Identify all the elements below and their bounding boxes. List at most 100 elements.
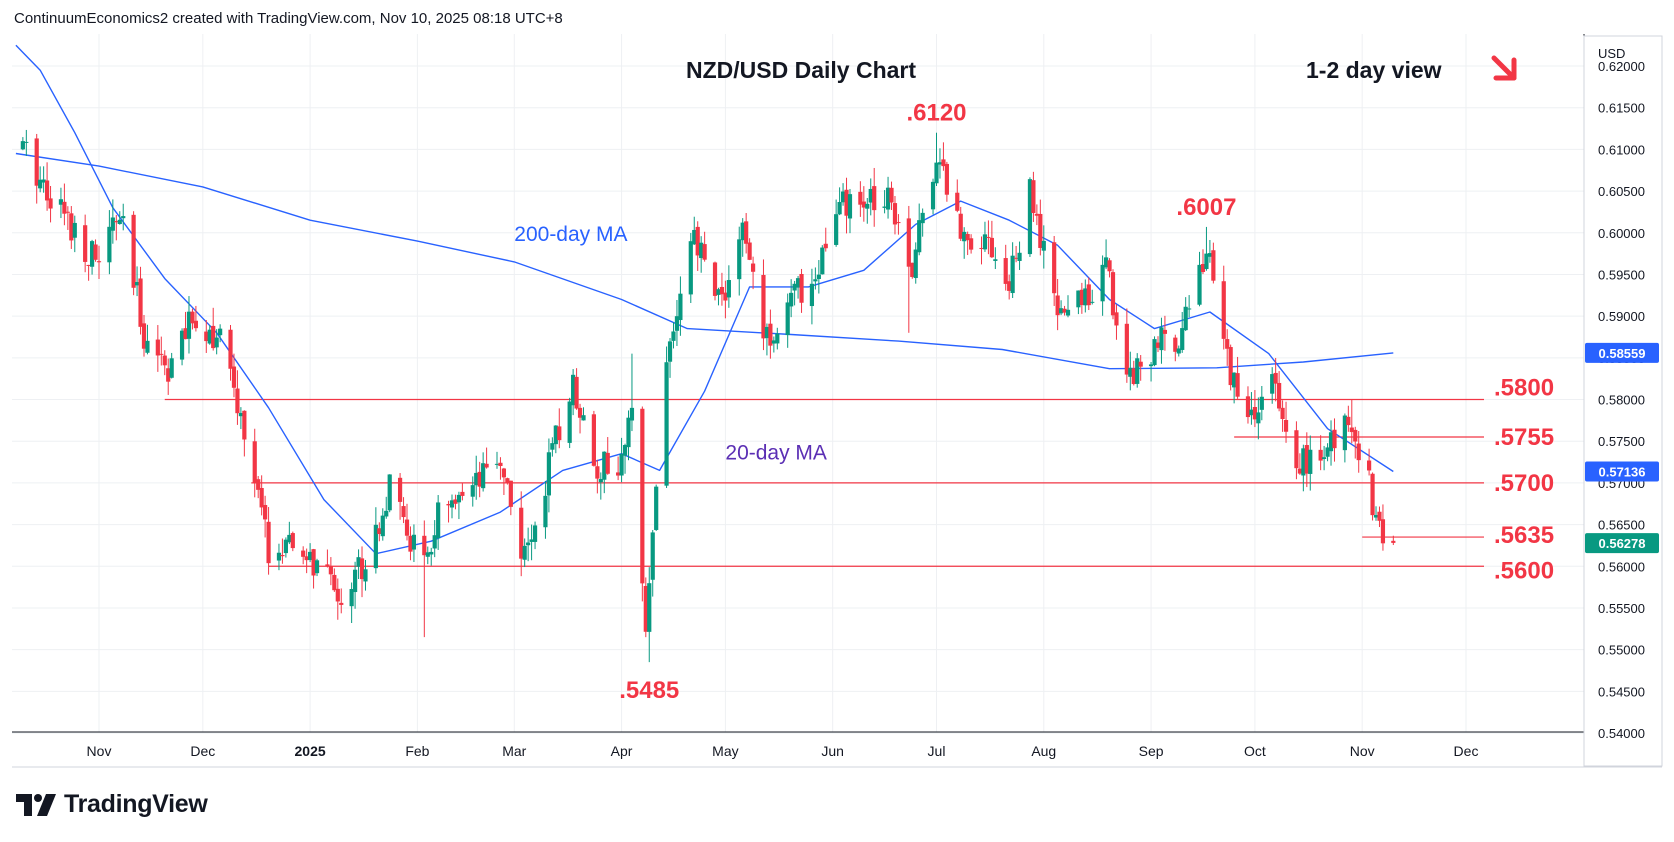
candle[interactable] (166, 358, 171, 395)
candle[interactable] (1349, 399, 1354, 444)
candle[interactable] (24, 129, 29, 157)
candle[interactable] (456, 491, 462, 520)
candle[interactable] (885, 176, 891, 219)
candle[interactable] (169, 352, 174, 379)
candle[interactable] (882, 190, 887, 214)
candle[interactable] (474, 455, 479, 500)
candle[interactable] (795, 276, 801, 299)
candle[interactable] (436, 495, 441, 550)
candle[interactable] (86, 264, 91, 281)
candle[interactable] (737, 226, 742, 296)
candle[interactable] (719, 272, 725, 306)
candle[interactable] (532, 521, 538, 550)
candle[interactable] (508, 480, 513, 516)
tradingview-logo[interactable]: TradingView (16, 790, 208, 819)
candle[interactable] (809, 268, 815, 325)
candle[interactable] (446, 500, 451, 523)
candle[interactable] (1155, 336, 1161, 353)
candle[interactable] (41, 166, 46, 193)
candle[interactable] (283, 537, 288, 558)
candle[interactable] (117, 211, 122, 225)
candle[interactable] (1277, 371, 1282, 412)
candle[interactable] (750, 256, 756, 290)
candle[interactable] (934, 132, 939, 186)
candle[interactable] (1100, 255, 1105, 316)
candle[interactable] (377, 522, 382, 542)
candle[interactable] (1148, 361, 1154, 382)
candle[interactable] (840, 183, 846, 206)
candle[interactable] (816, 260, 821, 294)
candle[interactable] (1138, 355, 1143, 381)
candle[interactable] (1297, 453, 1302, 475)
candle[interactable] (359, 546, 365, 598)
candle[interactable] (1065, 295, 1071, 318)
candle[interactable] (771, 336, 776, 353)
candle[interactable] (557, 408, 562, 449)
candle[interactable] (1207, 240, 1213, 263)
candle[interactable] (304, 548, 309, 574)
candle[interactable] (1090, 289, 1095, 305)
candle[interactable] (186, 296, 192, 354)
candle[interactable] (204, 320, 209, 353)
candle[interactable] (422, 520, 427, 638)
candle[interactable] (591, 410, 596, 467)
candle[interactable] (629, 353, 635, 432)
candle[interactable] (567, 397, 572, 449)
candle[interactable] (526, 527, 531, 562)
candle[interactable] (380, 508, 385, 541)
candle[interactable] (259, 475, 264, 516)
candle[interactable] (183, 311, 188, 340)
candle[interactable] (397, 473, 403, 520)
candle[interactable] (785, 293, 790, 348)
candle[interactable] (726, 265, 731, 308)
candle[interactable] (401, 497, 406, 524)
candle[interactable] (449, 494, 455, 519)
candle[interactable] (1308, 435, 1313, 491)
candle[interactable] (602, 451, 607, 494)
candle[interactable] (1131, 360, 1136, 386)
candle[interactable] (1373, 506, 1379, 521)
candle[interactable] (1356, 430, 1361, 473)
candle[interactable] (626, 410, 631, 461)
candle[interactable] (1187, 295, 1192, 318)
candle[interactable] (775, 327, 780, 350)
candle[interactable] (1232, 372, 1237, 404)
candle[interactable] (868, 178, 873, 216)
candle[interactable] (1256, 397, 1261, 440)
candle[interactable] (1221, 265, 1226, 350)
candlesticks[interactable] (20, 129, 1396, 663)
candle[interactable] (328, 557, 333, 586)
candle[interactable] (930, 178, 936, 215)
candle[interactable] (505, 477, 510, 485)
candle[interactable] (993, 247, 998, 270)
candle[interactable] (1322, 445, 1327, 471)
candle[interactable] (962, 227, 967, 259)
candle[interactable] (1010, 242, 1015, 299)
candle[interactable] (1034, 204, 1039, 226)
candle[interactable] (363, 559, 368, 591)
candle[interactable] (906, 205, 911, 333)
candle[interactable] (529, 524, 534, 561)
candle[interactable] (356, 549, 361, 579)
candle[interactable] (1128, 351, 1133, 391)
candle[interactable] (190, 308, 195, 330)
candle[interactable] (20, 137, 25, 151)
candle[interactable] (1377, 506, 1382, 528)
candle[interactable] (799, 268, 804, 313)
candle[interactable] (429, 547, 434, 566)
candle[interactable] (1007, 274, 1012, 300)
candle[interactable] (695, 221, 700, 271)
candle[interactable] (308, 543, 313, 563)
candle[interactable] (678, 276, 683, 336)
candle[interactable] (34, 133, 39, 204)
candle[interactable] (1083, 279, 1088, 313)
candle[interactable] (865, 197, 870, 224)
candle[interactable] (872, 167, 877, 227)
candle[interactable] (211, 307, 216, 351)
candle[interactable] (622, 443, 628, 474)
candle[interactable] (598, 472, 603, 500)
candle[interactable] (231, 353, 237, 398)
candle[interactable] (674, 300, 680, 346)
candle[interactable] (242, 410, 247, 457)
candle[interactable] (837, 187, 842, 216)
